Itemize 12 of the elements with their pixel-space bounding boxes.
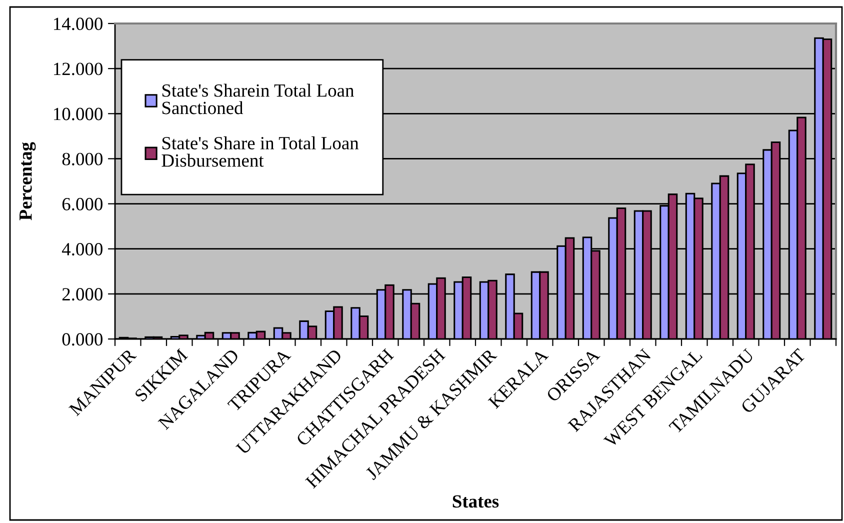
- y-tick-label: 8.000: [62, 152, 102, 166]
- y-tick-label: 14.000: [54, 18, 102, 30]
- y-tick-label: 2.000: [62, 288, 102, 301]
- legend-label: State's Sharein Total Loan Sanctioned: [162, 84, 354, 114]
- y-tick-label: 6.000: [62, 198, 102, 210]
- y-tick-label: 10.000: [54, 108, 102, 120]
- y-tick-label: 0.000: [62, 333, 102, 346]
- y-axis-title: Percentag: [20, 142, 36, 220]
- x-axis-title: States: [452, 495, 499, 508]
- y-tick-label: 12.000: [54, 62, 102, 76]
- y-tick-label: 4.000: [62, 242, 102, 256]
- legend-label: State's Share in Total Loan Disbursement: [162, 136, 359, 167]
